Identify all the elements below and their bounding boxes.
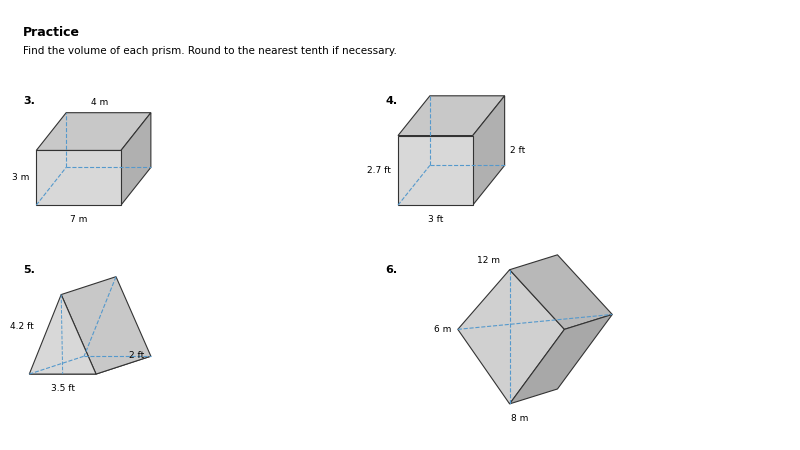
Polygon shape [510, 315, 612, 404]
Text: 4 m: 4 m [91, 98, 109, 107]
Text: Practice: Practice [23, 26, 80, 39]
Text: 3 ft: 3 ft [428, 215, 443, 224]
Polygon shape [36, 112, 151, 150]
Text: 7 m: 7 m [70, 215, 87, 224]
Text: 5.: 5. [23, 265, 35, 275]
Text: 12 m: 12 m [477, 256, 500, 265]
Polygon shape [473, 96, 505, 205]
Text: 4.: 4. [385, 96, 397, 106]
Text: 2.7 ft: 2.7 ft [367, 166, 391, 175]
Text: 3 m: 3 m [12, 173, 30, 182]
Text: Find the volume of each prism. Round to the nearest tenth if necessary.: Find the volume of each prism. Round to … [23, 46, 397, 56]
Polygon shape [61, 277, 151, 374]
Polygon shape [30, 356, 151, 374]
Text: 2 ft: 2 ft [510, 146, 525, 155]
Polygon shape [36, 150, 121, 205]
Text: 2 ft: 2 ft [130, 351, 145, 360]
Text: 6 m: 6 m [434, 325, 452, 334]
Text: 3.5 ft: 3.5 ft [50, 384, 74, 393]
Polygon shape [398, 135, 473, 205]
Text: 6.: 6. [385, 265, 397, 275]
Text: 4.2 ft: 4.2 ft [10, 322, 34, 331]
Text: 8 m: 8 m [511, 414, 528, 423]
Polygon shape [30, 295, 96, 374]
Polygon shape [121, 112, 151, 205]
Polygon shape [458, 270, 565, 404]
Polygon shape [510, 255, 612, 329]
Polygon shape [398, 96, 505, 135]
Text: 3.: 3. [23, 96, 35, 106]
